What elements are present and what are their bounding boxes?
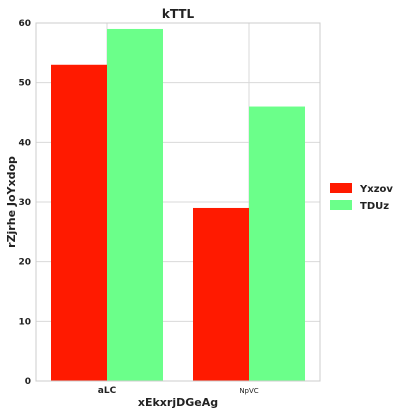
y-axis-label: rZjrhe JoYxdop: [5, 156, 18, 248]
chart-title: kTTL: [162, 7, 195, 21]
legend-label: Yxzov: [359, 184, 393, 195]
bar-tduz-npvc: [249, 106, 305, 382]
plot-frame: [35, 22, 321, 382]
y-tick-label: 0: [25, 377, 31, 387]
y-tick-label: 10: [18, 317, 31, 327]
y-tick-label: 20: [18, 258, 31, 268]
bar-yxzov-alc: [51, 64, 107, 382]
y-tick-label: 30: [18, 198, 31, 208]
bar-tduz-alc: [107, 28, 163, 381]
y-tick-label: 50: [18, 79, 31, 89]
legend-label: TDUz: [360, 201, 389, 212]
axis-ticks: 0 10 20 30 40 50 60 aLC NpVC: [18, 19, 258, 396]
bar-yxzov-npvc: [193, 207, 249, 381]
bars: [51, 28, 305, 382]
y-tick-label: 60: [18, 19, 31, 29]
x-axis-label: xEkxrjDGeAg: [138, 396, 218, 409]
x-tick-label: aLC: [98, 386, 117, 396]
legend-swatch: [330, 183, 352, 193]
legend: Yxzov TDUz: [330, 183, 393, 212]
x-tick-label: NpVC: [239, 387, 258, 395]
legend-swatch: [330, 200, 352, 210]
y-tick-label: 40: [18, 138, 31, 148]
